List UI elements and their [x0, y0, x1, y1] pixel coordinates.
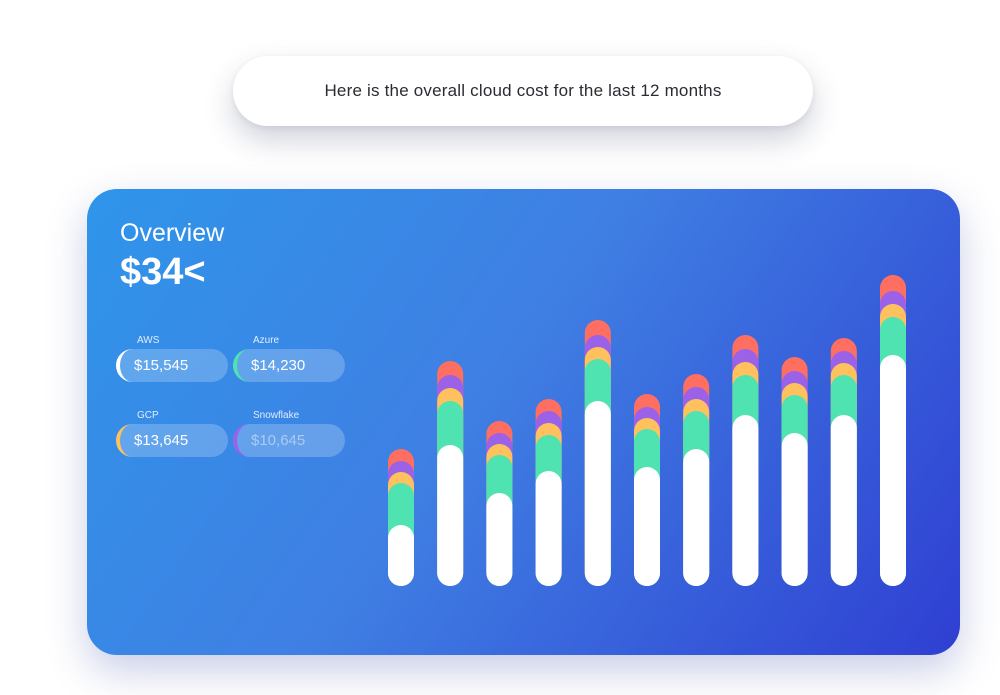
bar-stack[interactable] [830, 338, 857, 586]
provider-ring-icon [233, 349, 262, 382]
bar-stack[interactable] [880, 275, 906, 586]
bar-segment [880, 355, 906, 586]
bar-segment [584, 401, 611, 586]
bar-stack[interactable] [634, 394, 660, 586]
provider-label-gcp: GCP [137, 410, 159, 421]
bar-stack[interactable] [732, 335, 759, 586]
provider-value-gcp: $13,645 [134, 432, 189, 449]
provider-value-azure: $14,230 [251, 357, 306, 374]
bar-stack[interactable] [388, 449, 414, 586]
provider-ring-icon [116, 349, 145, 382]
bar-segment [535, 471, 562, 586]
provider-label-aws: AWS [137, 335, 160, 346]
bar-segment [830, 415, 857, 586]
bar-stack[interactable] [584, 320, 611, 586]
bar-stack[interactable] [437, 361, 464, 586]
bar-stack[interactable] [535, 399, 562, 586]
bar-segment [486, 493, 513, 586]
provider-ring-icon [116, 424, 145, 457]
provider-value-snowflake: $10,645 [251, 432, 306, 449]
overview-card: Overview $34< AWS $15,545 Azure $14,230 … [87, 189, 960, 655]
bar-stack[interactable] [486, 421, 513, 586]
provider-pill-azure[interactable]: $14,230 [233, 349, 345, 382]
bar-segment [437, 445, 464, 586]
bar-segment [732, 415, 759, 586]
cost-bar-chart [388, 275, 906, 586]
provider-pill-aws[interactable]: $15,545 [116, 349, 228, 382]
overview-title: Overview [120, 219, 225, 247]
chat-message-text: Here is the overall cloud cost for the l… [324, 81, 722, 100]
provider-label-snowflake: Snowflake [253, 410, 300, 421]
bar-segment [683, 449, 710, 586]
bar-segment [388, 525, 414, 586]
bar-segment [634, 467, 660, 586]
chat-message-bubble: Here is the overall cloud cost for the l… [233, 56, 813, 126]
bar-stack[interactable] [683, 374, 710, 586]
bar-stack[interactable] [781, 357, 808, 586]
bar-segment [781, 433, 808, 586]
provider-value-aws: $15,545 [134, 357, 189, 374]
overview-amount: $34< [120, 251, 206, 293]
provider-label-azure: Azure [253, 335, 280, 346]
provider-pill-snowflake[interactable]: $10,645 [233, 424, 345, 457]
provider-pill-gcp[interactable]: $13,645 [116, 424, 228, 457]
provider-ring-icon [233, 424, 262, 457]
